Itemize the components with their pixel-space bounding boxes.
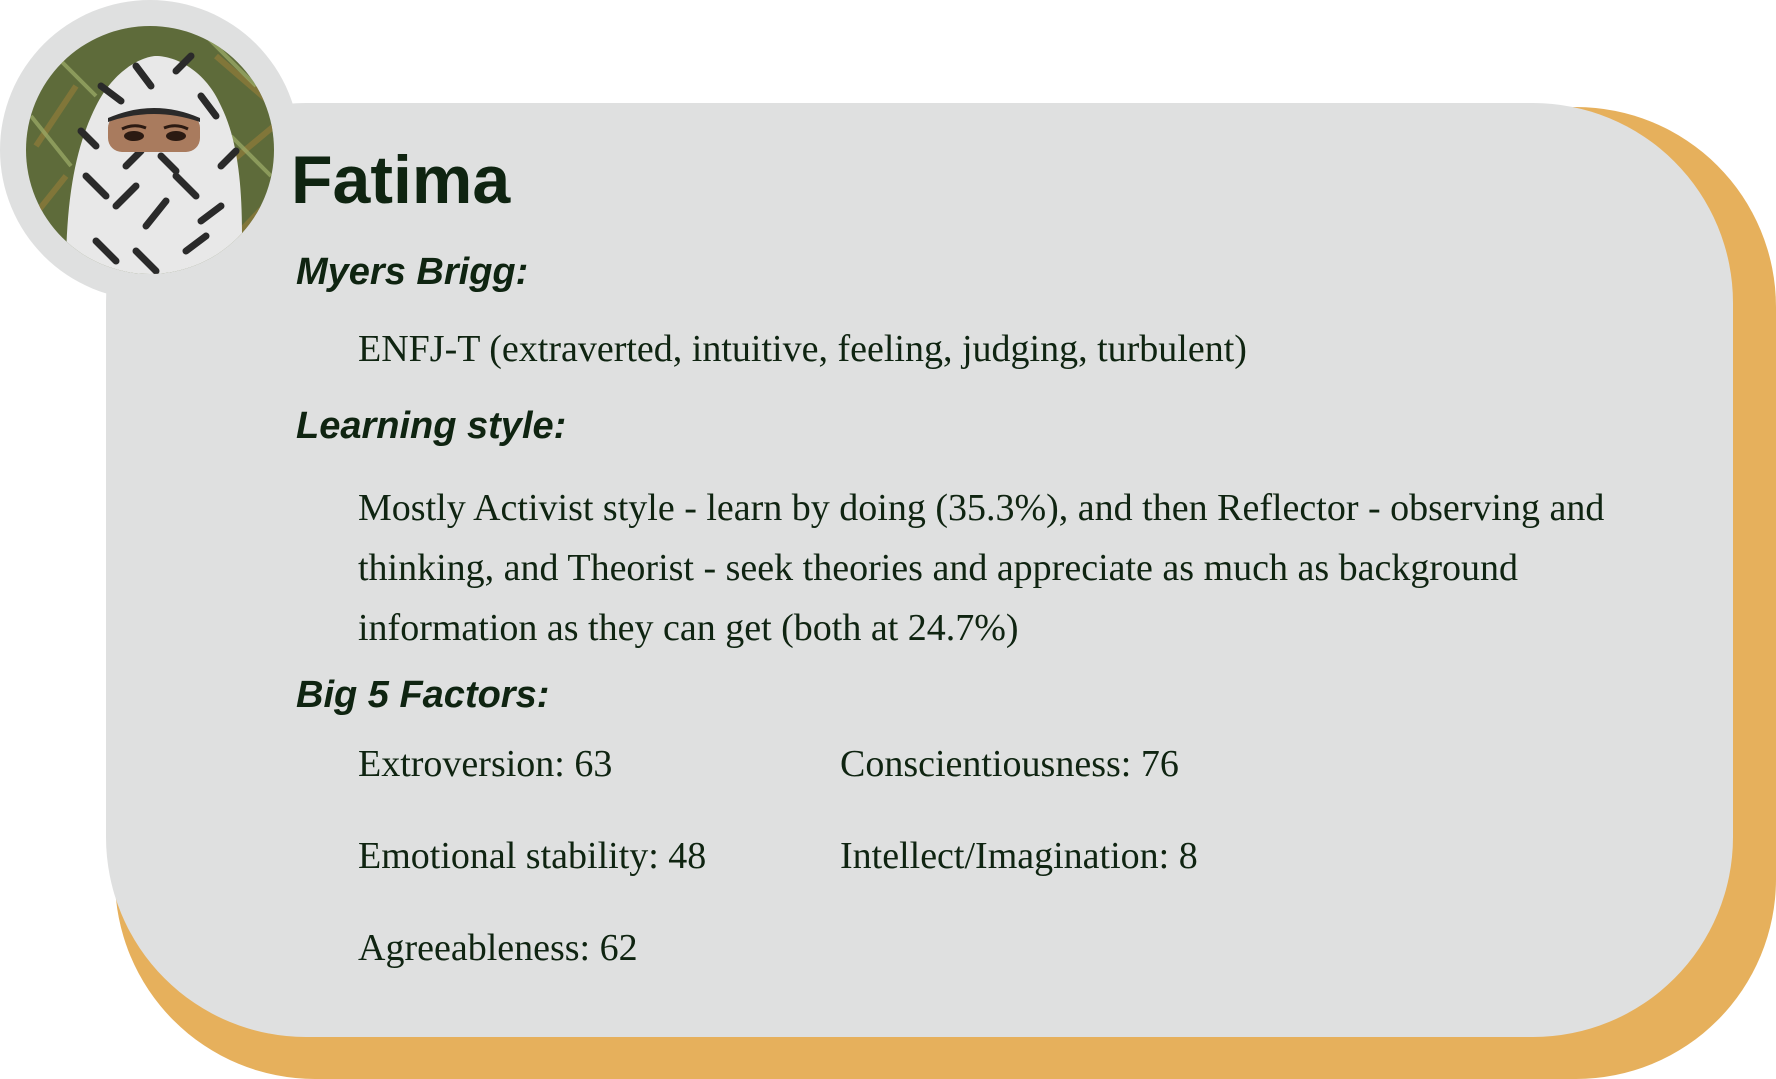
avatar	[26, 26, 274, 274]
big5-heading: Big 5 Factors:	[296, 674, 550, 716]
factor-agreeableness: Agreeableness: 62	[358, 927, 638, 969]
myers-brigg-heading: Myers Brigg:	[296, 251, 529, 293]
learning-style-value: Mostly Activist style - learn by doing (…	[358, 487, 1605, 649]
factor-extroversion: Extroversion: 63	[358, 743, 613, 785]
person-photo-icon	[26, 26, 274, 274]
myers-brigg-value: ENFJ-T (extraverted, intuitive, feeling,…	[358, 328, 1247, 370]
factor-emotional-stability: Emotional stability: 48	[358, 835, 707, 877]
profile-name: Fatima	[291, 142, 511, 218]
avatar-frame	[0, 0, 300, 300]
learning-style-heading: Learning style:	[296, 405, 567, 447]
factor-intellect-imagination: Intellect/Imagination: 8	[840, 835, 1198, 877]
profile-card	[106, 103, 1733, 1037]
factor-conscientiousness: Conscientiousness: 76	[840, 743, 1179, 785]
